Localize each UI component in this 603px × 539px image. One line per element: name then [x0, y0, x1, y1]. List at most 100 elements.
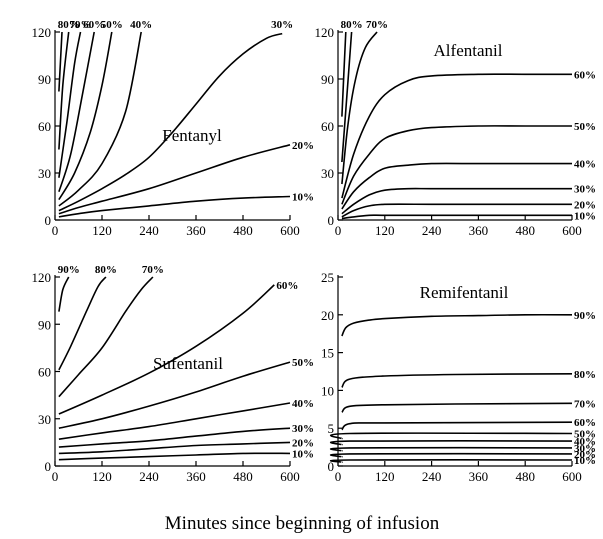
curve-label: 30%: [271, 19, 293, 31]
y-tick-label: 120: [315, 25, 335, 40]
y-tick-label: 120: [32, 25, 52, 40]
curve-unlabeled: [58, 31, 63, 92]
y-tick-label: 0: [328, 213, 335, 228]
x-tick-label: 480: [233, 469, 253, 484]
curve-30pct: [58, 427, 291, 448]
curve-90pct: [341, 313, 573, 337]
x-tick-label: 0: [52, 223, 59, 238]
curve-label: 30%: [574, 443, 596, 455]
panel-title: Fentanyl: [162, 126, 222, 145]
x-tick-label: 120: [375, 469, 395, 484]
curve-60pct: [58, 284, 275, 415]
curve-label: 70%: [142, 264, 164, 276]
x-tick-label: 600: [280, 223, 300, 238]
curve-10pct: [330, 459, 573, 463]
x-tick-label: 360: [186, 469, 206, 484]
curve-70pct: [341, 402, 573, 413]
curve-label: 40%: [130, 19, 152, 31]
x-tick-label: 240: [139, 469, 159, 484]
x-tick-label: 120: [375, 223, 395, 238]
panel-2: 0 30 60 90 120 0 120 240 360 480 600 Alfentanil 10%2…: [315, 19, 597, 238]
x-tick-label: 0: [52, 469, 59, 484]
curve-label: 50%: [574, 428, 596, 440]
curve-label: 60%: [574, 417, 596, 429]
curve-60pct: [341, 73, 572, 199]
curve-label: 40%: [574, 159, 596, 171]
y-tick-label: 60: [38, 365, 51, 380]
x-tick-label: 0: [335, 469, 342, 484]
curve-30pct: [341, 187, 572, 215]
curve-50pct: [341, 125, 572, 205]
x-tick-label: 600: [562, 223, 582, 238]
panel-1: 0 30 60 90 120 0 120 240 360 480 600 Fentanyl 10% 20%…: [32, 19, 315, 238]
curve-label: 80%: [574, 369, 596, 381]
curve-40pct: [341, 162, 572, 210]
curve-label: 40%: [292, 398, 314, 410]
y-tick-label: 90: [38, 317, 51, 332]
curve-30pct: [330, 446, 573, 452]
curve-20pct: [341, 203, 572, 218]
x-tick-label: 240: [422, 223, 442, 238]
curve-60pct: [341, 421, 573, 431]
y-tick-label: 0: [45, 459, 52, 474]
curve-label: 10%: [574, 210, 596, 222]
curve-label: 50%: [574, 121, 596, 133]
curve-80pct: [58, 276, 107, 371]
curve-50pct: [58, 31, 113, 201]
x-tick-label: 480: [233, 223, 253, 238]
panel-title: Sufentanil: [153, 354, 223, 373]
y-tick-label: 5: [328, 421, 335, 436]
curve-10pct: [58, 195, 291, 218]
curve-label: 60%: [83, 19, 105, 31]
y-tick-label: 15: [321, 346, 334, 361]
y-tick-label: 0: [45, 213, 52, 228]
panel-title: Remifentanil: [420, 283, 509, 302]
curve-label: 10%: [292, 192, 314, 204]
y-tick-label: 0: [328, 459, 335, 474]
curve-20pct: [58, 441, 291, 455]
curve-label: 60%: [574, 69, 596, 81]
curve-label: 70%: [574, 398, 596, 410]
curve-40pct: [58, 402, 291, 440]
curve-label: 50%: [292, 357, 314, 369]
curve-label: 30%: [574, 184, 596, 196]
panel-title: Alfentanil: [434, 41, 503, 60]
x-tick-label: 120: [92, 469, 112, 484]
x-tick-label: 240: [139, 223, 159, 238]
y-tick-label: 10: [321, 383, 334, 398]
curve-label: 10%: [574, 455, 596, 467]
y-tick-label: 60: [321, 119, 334, 134]
y-tick-label: 25: [321, 270, 334, 285]
curve-20pct: [58, 144, 291, 215]
curve-label: 40%: [574, 436, 596, 448]
y-tick-label: 60: [38, 119, 51, 134]
curve-label: 80%: [341, 19, 363, 31]
curve-40pct: [58, 31, 142, 207]
y-tick-label: 20: [321, 308, 334, 323]
curve-60pct: [58, 31, 95, 193]
curve-label: 30%: [292, 423, 314, 435]
x-tick-label: 360: [469, 223, 489, 238]
curve-80pct: [341, 373, 573, 388]
curve-label: 20%: [292, 140, 314, 152]
x-tick-label: 0: [335, 223, 342, 238]
curve-70pct: [58, 31, 82, 178]
x-tick-label: 600: [280, 469, 300, 484]
curve-label: 20%: [574, 199, 596, 211]
curve-label: 50%: [101, 19, 123, 31]
curve-label: 90%: [574, 310, 596, 322]
curve-20pct: [330, 452, 573, 458]
curve-label: 20%: [292, 437, 314, 449]
curve-70pct: [341, 31, 378, 185]
curve-80pct: [341, 31, 353, 163]
curve-label: 90%: [58, 264, 80, 276]
panel-3: 0 30 60 90 120 0 120 240 360 480 600 Sufentanil 10%2…: [32, 264, 315, 484]
curve-40pct: [330, 439, 573, 446]
curve-80pct: [58, 31, 70, 150]
curve-label: 80%: [95, 264, 117, 276]
y-tick-label: 90: [38, 72, 51, 87]
curve-label: 80%: [58, 19, 80, 31]
panel-4: 0 5 10 15 20 25 0 120 240 360 480 600 Remifentanil 10…: [321, 270, 596, 484]
curve-30pct: [58, 32, 283, 212]
